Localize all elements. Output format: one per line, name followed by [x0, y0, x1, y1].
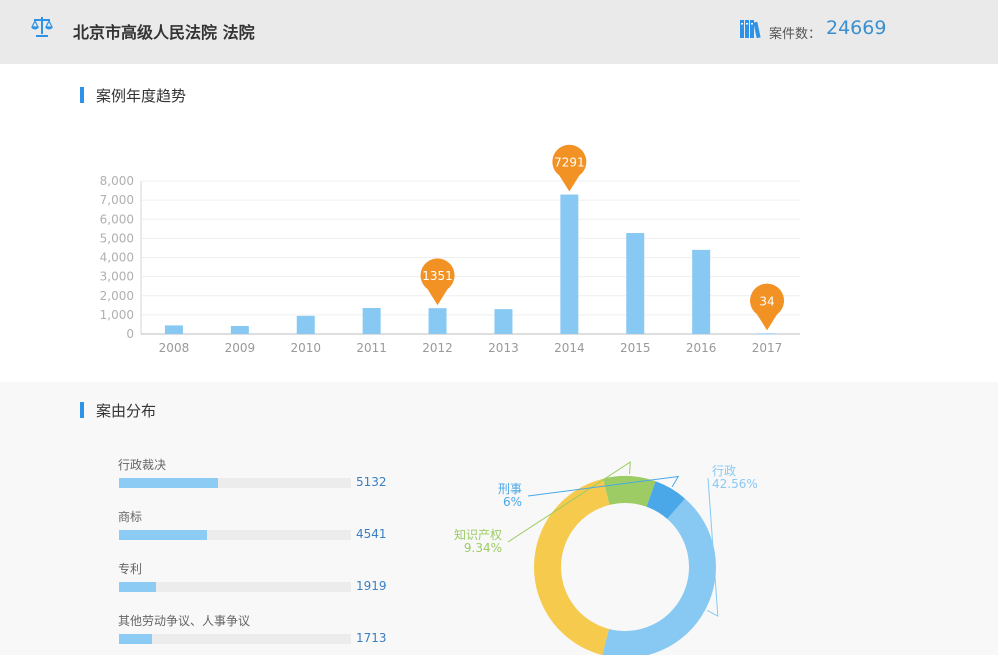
bar: [560, 194, 579, 334]
x-tick-label: 2009: [225, 341, 256, 355]
x-tick-label: 2011: [356, 341, 387, 355]
donut-slice: [534, 478, 610, 655]
leader-line: [507, 461, 631, 543]
list-item-value: 1713: [356, 631, 387, 645]
bar: [362, 307, 381, 334]
list-item: 商标 4541: [118, 508, 398, 548]
title-accent-bar: [80, 402, 84, 418]
list-item-value: 1919: [356, 579, 387, 593]
distribution-section: [0, 382, 998, 655]
x-tick-label: 2012: [422, 341, 453, 355]
distribution-section-title: 案由分布: [80, 400, 156, 421]
scales-of-justice-icon: [31, 17, 53, 37]
x-tick-label: 2016: [686, 341, 717, 355]
bar: [626, 233, 645, 334]
data-label: 34: [759, 294, 774, 308]
progress-track: [119, 530, 351, 540]
data-label-marker: 7291: [552, 144, 587, 192]
progress-track: [119, 478, 351, 488]
bar: [164, 325, 183, 334]
progress-fill: [119, 634, 153, 644]
bar: [692, 249, 711, 334]
list-item-label: 其他劳动争议、人事争议: [118, 614, 251, 628]
list-item-label: 行政裁决: [118, 458, 167, 472]
y-tick-label: 3,000: [100, 270, 134, 284]
slice-percent: 9.34%: [464, 541, 502, 555]
x-tick-label: 2013: [488, 341, 519, 355]
list-item-label: 商标: [118, 510, 143, 524]
x-tick-label: 2010: [290, 341, 321, 355]
distribution-title-text: 案由分布: [96, 402, 157, 420]
bar: [230, 325, 249, 334]
list-item: 其他劳动争议、人事争议 1713: [118, 612, 398, 652]
progress-fill: [119, 530, 207, 540]
slice-name: 知识产权: [454, 528, 502, 542]
case-count-value: 24669: [826, 17, 887, 39]
bar: [428, 308, 447, 334]
marker-pin: [750, 283, 785, 331]
bar: [758, 333, 777, 335]
progress-track: [119, 582, 351, 592]
data-label: 7291: [554, 156, 585, 170]
x-tick-label: 2008: [159, 341, 190, 355]
books-icon: [740, 20, 761, 38]
list-item-value: 5132: [356, 475, 387, 489]
y-tick-label: 8,000: [100, 174, 134, 188]
y-tick-label: 5,000: [100, 231, 134, 245]
slice-percent: 42.56%: [712, 477, 758, 491]
slice-name: 行政: [712, 464, 736, 478]
data-label-marker: 34: [750, 283, 785, 331]
x-tick-label: 2014: [554, 341, 585, 355]
x-tick-label: 2015: [620, 341, 651, 355]
donut-slice: [603, 476, 656, 507]
progress-track: [119, 634, 351, 644]
marker-pin: [420, 258, 455, 306]
title-accent-bar: [80, 87, 84, 103]
y-tick-label: 7,000: [100, 193, 134, 207]
donut-slice: [646, 481, 686, 519]
slice-name: 刑事: [498, 482, 522, 496]
list-item: 专利 1919: [118, 560, 398, 600]
court-name: 北京市高级人民法院 法院: [73, 23, 255, 42]
donut-slice: [602, 498, 716, 655]
bar: [494, 309, 513, 334]
x-tick-label: 2017: [752, 341, 783, 355]
progress-fill: [119, 582, 157, 592]
slice-percent: 6%: [503, 495, 522, 509]
y-tick-label: 6,000: [100, 212, 134, 226]
y-tick-label: 4,000: [100, 251, 134, 265]
list-item-label: 专利: [118, 562, 143, 576]
case-count-label: 案件数：: [769, 27, 822, 42]
y-tick-label: 2,000: [100, 289, 134, 303]
leader-line: [706, 477, 719, 617]
list-item-value: 4541: [356, 527, 387, 541]
leader-line: [527, 475, 680, 497]
trend-bar-chart: 0 1,000 2,000 3,000 4,000 5,000 6,000 7,000 8,00…: [100, 144, 800, 355]
trend-section-title: 案例年度趋势: [80, 85, 186, 106]
marker-pin: [552, 144, 587, 192]
page-header: 北京市高级人民法院 法院 案件数： 24669: [0, 0, 998, 64]
data-label: 1351: [422, 269, 453, 283]
y-tick-label: 1,000: [100, 308, 134, 322]
trend-title-text: 案例年度趋势: [96, 87, 187, 105]
data-label-marker: 1351: [420, 258, 455, 306]
progress-fill: [119, 478, 219, 488]
y-tick-label: 0: [126, 327, 134, 341]
bar: [296, 315, 315, 334]
list-item: 行政裁决 5132: [118, 456, 398, 496]
